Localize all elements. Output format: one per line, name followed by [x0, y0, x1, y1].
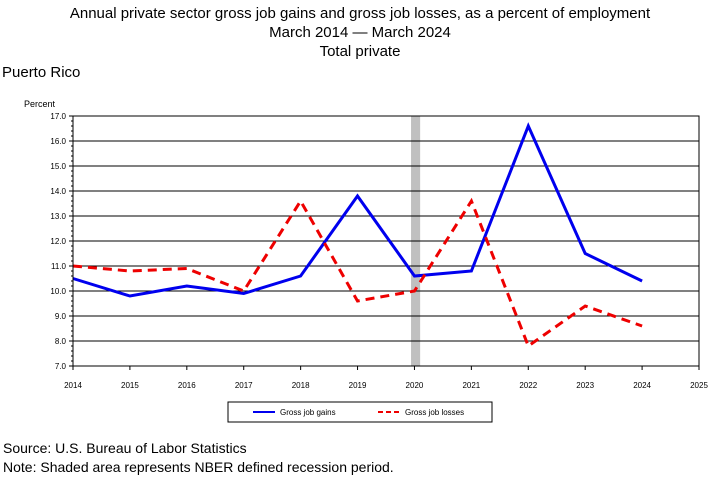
y-axis-label: Percent: [24, 99, 56, 109]
legend: Gross job gains Gross job losses: [227, 401, 493, 423]
series-lines: [72, 122, 643, 349]
x-tick-label: 2018: [292, 381, 310, 390]
y-tick-label: 14.0: [50, 187, 66, 196]
line-chart: 7.0 8.0 9.0 10.0 11.0 12.0 13.0 14.0 15.0 16.0 17.…: [50, 112, 708, 423]
legend-box: [227, 401, 493, 423]
y-tick-label: 16.0: [50, 137, 66, 146]
x-tick-label: 2020: [406, 381, 424, 390]
legend-label-losses: Gross job losses: [405, 408, 464, 417]
y-tick-label: 12.0: [50, 237, 66, 246]
series-line-gross-job-losses: [72, 197, 643, 349]
x-tick-label: 2019: [349, 381, 367, 390]
region-label: Puerto Rico: [2, 64, 81, 81]
x-tick-label: 2015: [121, 381, 139, 390]
y-tick-label: 7.0: [55, 362, 67, 371]
x-tick-label: 2024: [633, 381, 651, 390]
chart-subtitle-date-range: March 2014 — March 2024: [269, 24, 451, 41]
recession-note: Note: Shaded area represents NBER define…: [3, 459, 394, 475]
chart-title: Annual private sector gross job gains an…: [69, 5, 651, 22]
x-tick-label: 2014: [64, 381, 82, 390]
x-tick-label: 2025: [690, 381, 708, 390]
x-tick-label: 2017: [235, 381, 253, 390]
y-tick-label: 15.0: [50, 162, 66, 171]
y-tick-label: 9.0: [55, 312, 67, 321]
chart-subtitle-industry: Total private: [319, 43, 401, 60]
legend-label-gains: Gross job gains: [280, 408, 336, 417]
x-tick-label: 2016: [178, 381, 196, 390]
x-tick-label: 2023: [576, 381, 594, 390]
grid-lines: [73, 115, 699, 367]
y-tick-label: 11.0: [51, 262, 67, 271]
series-line-gross-job-gains: [72, 122, 643, 298]
y-tick-label: 10.0: [50, 287, 66, 296]
y-tick-label: 13.0: [50, 212, 66, 221]
axis-ticks: 7.0 8.0 9.0 10.0 11.0 12.0 13.0 14.0 15.0 16.0 17.…: [50, 112, 708, 390]
source-note: Source: U.S. Bureau of Labor Statistics: [3, 440, 247, 456]
y-tick-label: 8.0: [55, 337, 67, 346]
x-tick-label: 2022: [519, 381, 537, 390]
x-tick-label: 2021: [462, 381, 480, 390]
y-tick-label: 17.0: [50, 112, 66, 121]
